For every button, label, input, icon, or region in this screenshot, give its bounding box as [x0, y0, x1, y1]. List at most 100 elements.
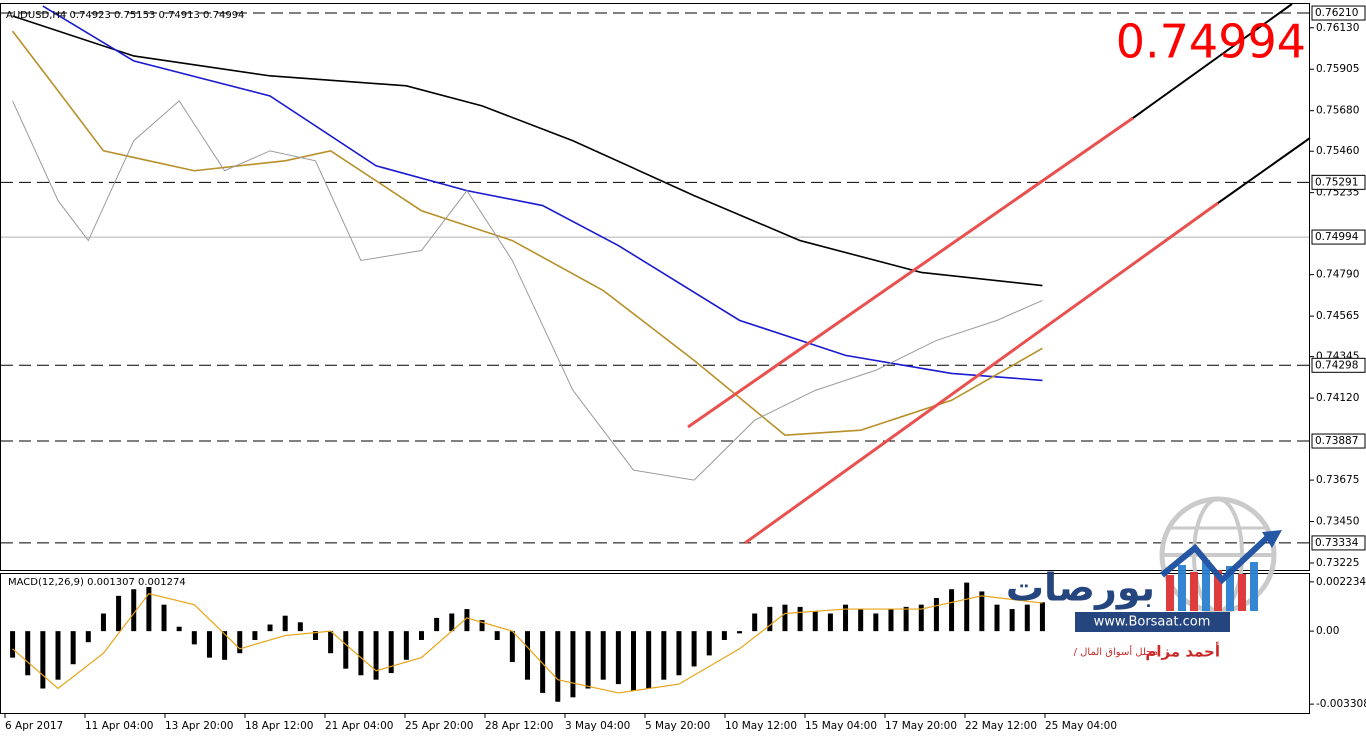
macd-bar	[100, 613, 106, 632]
main-frame	[0, 3, 1310, 571]
level-label: 0.75291	[1315, 176, 1358, 188]
level-label-box	[1311, 174, 1366, 190]
macd-bar	[1039, 602, 1045, 632]
macd-bar	[206, 631, 212, 658]
macd-bar	[949, 589, 955, 632]
logo-bar	[1166, 575, 1174, 611]
y-tick-label: 0.75460	[1316, 145, 1359, 157]
channel-lower-extension	[1217, 137, 1311, 204]
x-tick-label: 21 Apr 04:00	[325, 720, 393, 732]
macd-bar	[131, 589, 137, 632]
y-tick-label: 0.00	[1316, 625, 1339, 637]
current-price-label: 0.74994	[1315, 231, 1359, 243]
macd-bar	[191, 631, 197, 645]
logo-bar	[1238, 574, 1246, 611]
logo-bar	[1226, 566, 1234, 611]
macd-bar	[479, 620, 485, 632]
author: أحمد مزام	[1145, 642, 1220, 661]
y-tick-label: 0.73225	[1316, 557, 1359, 569]
macd-frame	[0, 573, 1310, 714]
x-tick-label: 15 May 04:00	[805, 720, 877, 732]
x-tick-label: 11 Apr 04:00	[85, 720, 153, 732]
macd-bar	[267, 624, 273, 632]
x-tick-label: 22 May 12:00	[965, 720, 1037, 732]
macd-bar	[297, 622, 303, 632]
macd-bar	[252, 631, 258, 640]
macd-bar	[933, 598, 939, 632]
macd-bar	[494, 631, 500, 640]
macd-bar	[222, 631, 228, 660]
y-tick-label: 0.74565	[1316, 310, 1359, 322]
y-tick-label: 0.73450	[1316, 516, 1359, 528]
macd-bar	[767, 606, 773, 632]
macd-bar	[585, 631, 591, 689]
macd-bar	[146, 587, 152, 632]
macd-bar	[782, 604, 788, 632]
macd-title: MACD(12,26,9) 0.001307 0.001274	[8, 577, 186, 588]
macd-bar	[752, 613, 758, 632]
macd-bar	[418, 631, 424, 640]
macd-bar	[373, 631, 379, 680]
macd-bar	[555, 631, 561, 702]
x-tick-label: 28 Apr 12:00	[485, 720, 553, 732]
current-price-box	[1311, 229, 1366, 245]
macd-bar	[827, 613, 833, 632]
level-label: 0.74298	[1315, 359, 1358, 371]
macd-bar	[10, 631, 16, 658]
macd-bar	[903, 606, 909, 632]
x-tick-label: 5 May 20:00	[645, 720, 710, 732]
y-tick-label: 0.75905	[1316, 63, 1359, 75]
macd-bar	[721, 631, 727, 640]
[object Object]	[12, 100, 1043, 481]
[object Object]	[12, 15, 1043, 287]
x-tick-label: 25 Apr 20:00	[405, 720, 473, 732]
logo-bar	[1214, 570, 1222, 611]
brand: بورصات	[1006, 566, 1155, 610]
y-tick-label: 0.002234	[1316, 576, 1366, 588]
site: www.Borsaat.com	[1094, 615, 1211, 630]
y-tick-label: 0.74120	[1316, 392, 1359, 404]
macd-bar	[509, 631, 515, 663]
macd-bar	[343, 631, 349, 669]
macd-bar	[25, 631, 31, 676]
macd-bar	[116, 595, 122, 632]
macd-bar	[858, 609, 864, 632]
macd-bar	[449, 613, 455, 632]
x-tick-label: 10 May 12:00	[725, 720, 797, 732]
x-tick-label: 3 May 04:00	[565, 720, 630, 732]
macd-bar	[737, 631, 743, 634]
macd-bar	[161, 604, 167, 632]
logo-bar	[1178, 565, 1186, 611]
macd-bar	[615, 631, 621, 685]
macd-bar	[434, 617, 440, 632]
macd-bar	[328, 631, 334, 654]
signal-line	[12, 592, 1043, 694]
channel-lower	[744, 201, 1219, 545]
logo-bar	[1250, 562, 1258, 611]
macd-bar	[525, 631, 530, 680]
x-tick-label: 25 May 04:00	[1045, 720, 1117, 732]
macd-bar	[570, 631, 576, 698]
macd-bar	[388, 631, 394, 674]
macd-bar	[646, 631, 652, 689]
logo-arrow-head	[1262, 530, 1282, 548]
level-label: 0.73334	[1315, 537, 1359, 549]
level-label: 0.76210	[1315, 7, 1358, 19]
macd-bar	[40, 631, 46, 689]
[object Object]	[42, 5, 1043, 382]
x-tick-label: 18 Apr 12:00	[245, 720, 313, 732]
watermark: بورصات www.Borsaat.com أحمد مزام / محلل …	[1006, 496, 1282, 661]
macd-bar	[55, 631, 61, 680]
macd-bar	[888, 609, 894, 632]
macd-bar	[1024, 604, 1030, 632]
macd-bar	[176, 626, 182, 632]
y-tick-label: 0.75680	[1316, 105, 1359, 117]
macd-bar	[358, 631, 364, 676]
level-label-box	[1311, 433, 1366, 449]
macd-bar	[843, 604, 849, 632]
macd-bar	[994, 604, 1000, 632]
macd-bar	[812, 611, 818, 632]
logo-bar	[1190, 572, 1198, 611]
current-price-big: 0.74994	[1116, 15, 1306, 69]
